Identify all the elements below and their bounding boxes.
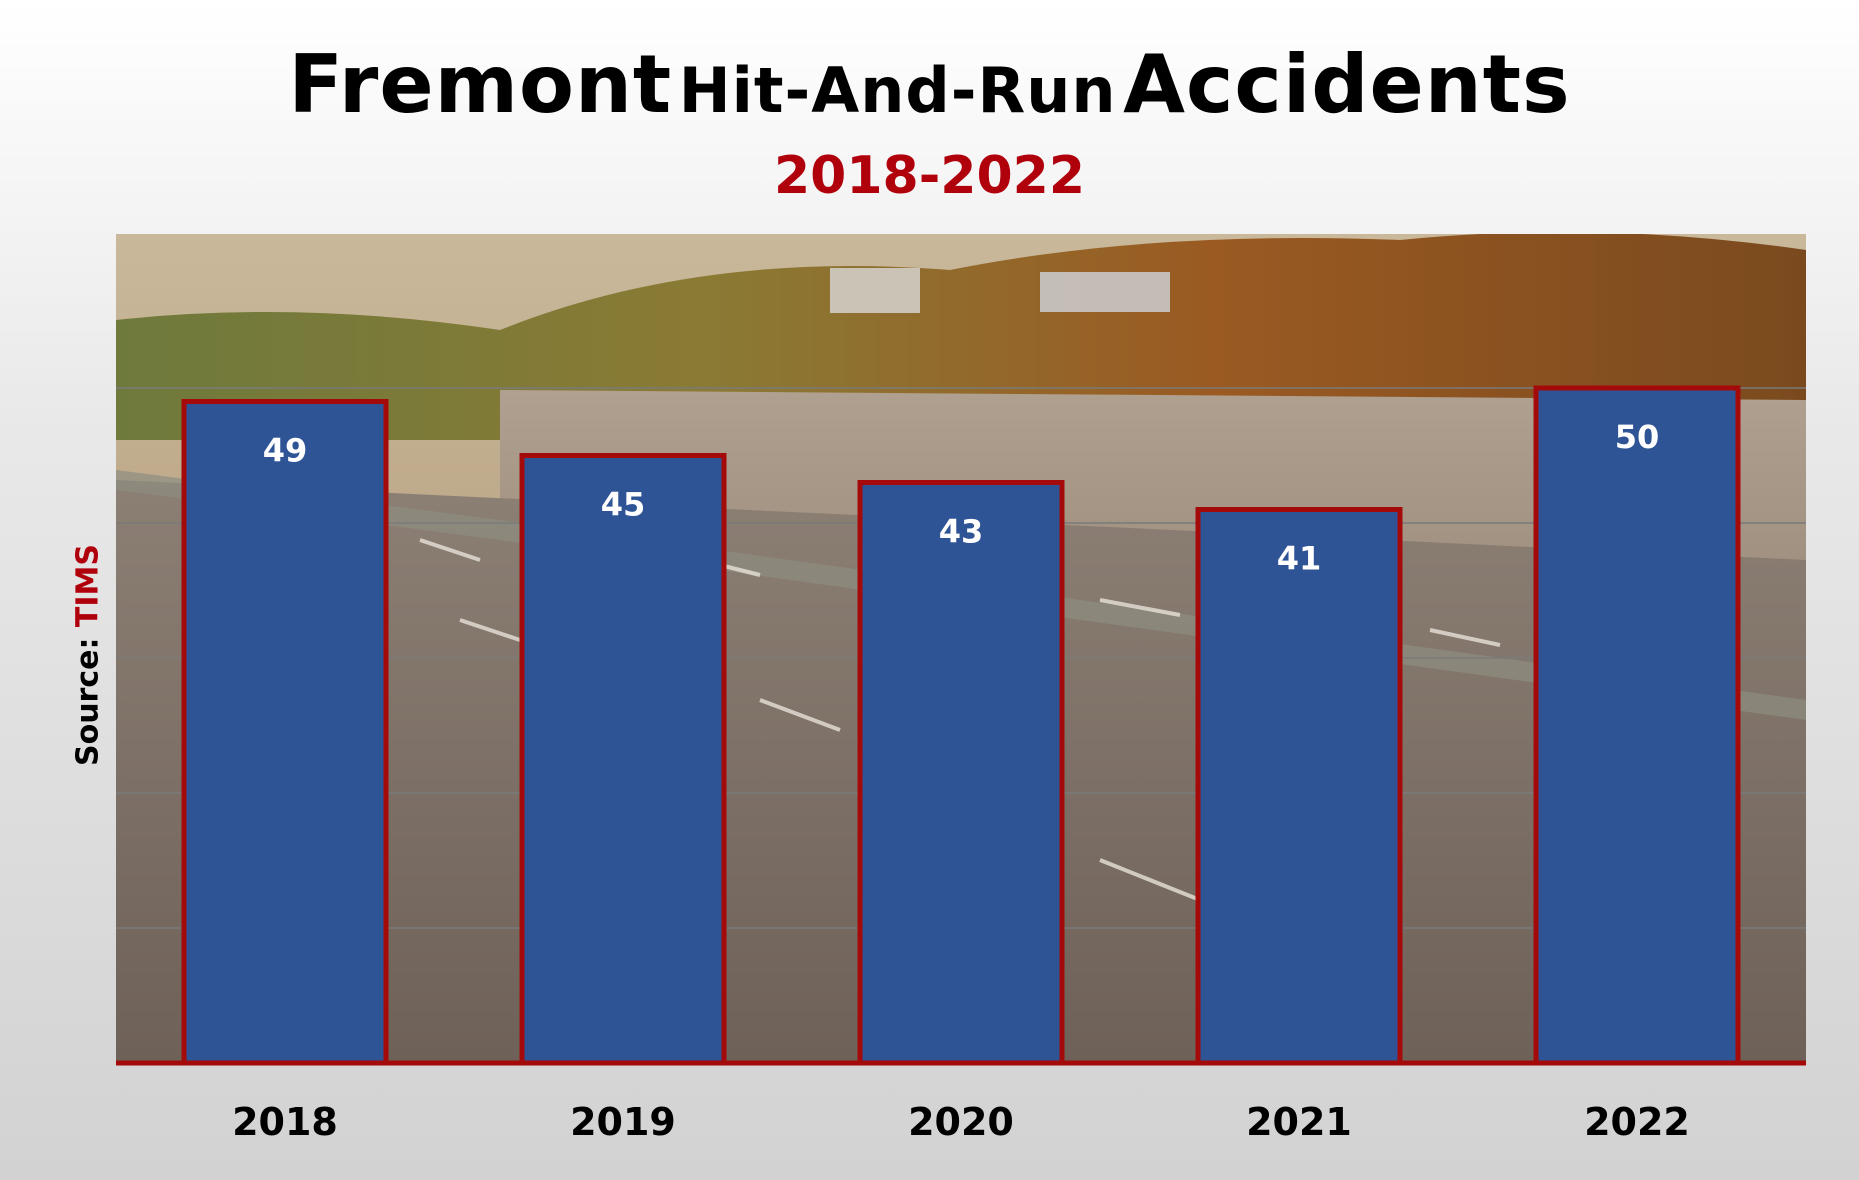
bar-2019 bbox=[519, 453, 727, 1066]
bar-2018 bbox=[181, 399, 389, 1066]
title-accidents: Accidents bbox=[1123, 38, 1571, 131]
data-label-2020: 43 bbox=[939, 513, 984, 551]
data-label-2022: 50 bbox=[1615, 418, 1660, 456]
x-tick-2020: 2020 bbox=[908, 1100, 1014, 1144]
title-hit-and-run: Hit-And-Run bbox=[678, 54, 1117, 127]
x-tick-2021: 2021 bbox=[1246, 1100, 1352, 1144]
value-labels: 49 45 43 41 50 bbox=[263, 418, 1660, 578]
data-label-2021: 41 bbox=[1277, 540, 1322, 578]
title-city: Fremont bbox=[288, 38, 673, 131]
x-tick-2022: 2022 bbox=[1584, 1100, 1690, 1144]
x-tick-2018: 2018 bbox=[232, 1100, 338, 1144]
bar-2022 bbox=[1533, 385, 1741, 1066]
data-label-2018: 49 bbox=[263, 432, 308, 470]
chart-title: Fremont Hit-And-Run Accidents bbox=[0, 38, 1859, 131]
bar-2021 bbox=[1195, 507, 1403, 1066]
x-tick-2019: 2019 bbox=[570, 1100, 676, 1144]
chart-subtitle: 2018-2022 bbox=[773, 146, 1086, 206]
data-label-2019: 45 bbox=[601, 486, 646, 524]
bar-2020 bbox=[857, 480, 1065, 1066]
x-tick-labels: 2018 2019 2020 2021 2022 bbox=[232, 1100, 1690, 1144]
